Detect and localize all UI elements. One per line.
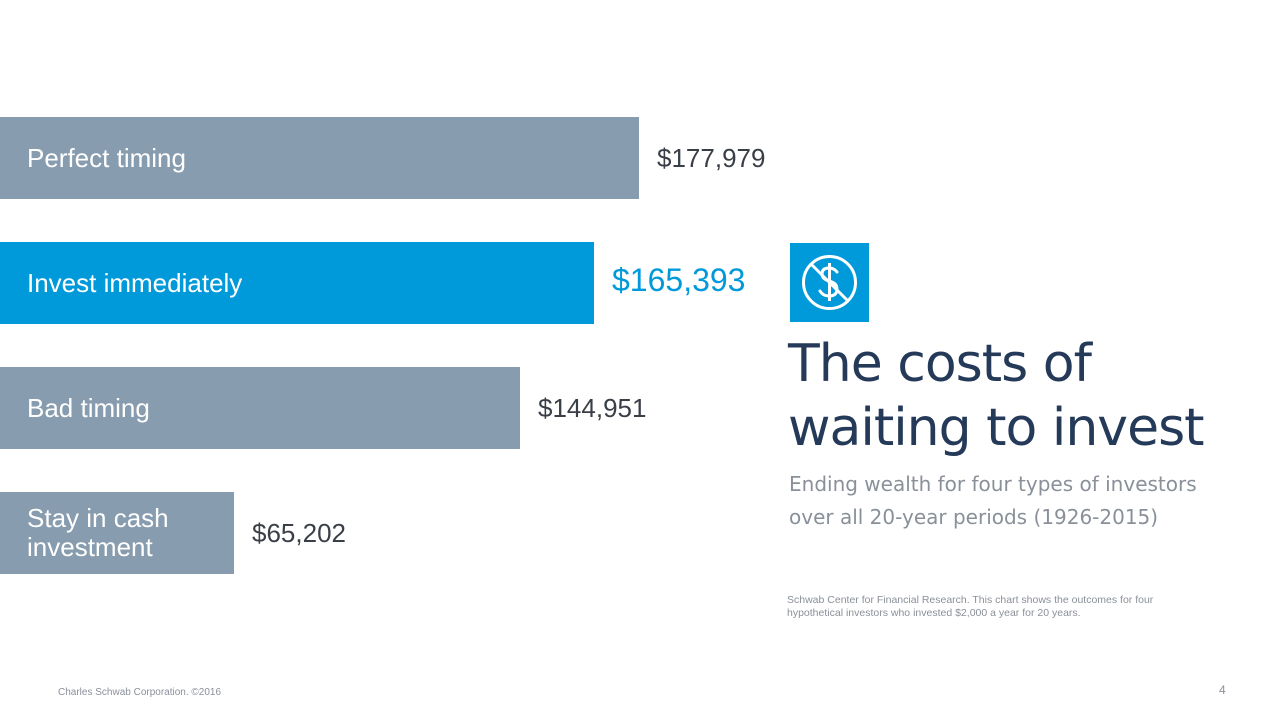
bar-value-label: $65,202 — [252, 518, 346, 548]
bar-value-label: $165,393 — [612, 262, 746, 298]
slide-title: The costs of waiting to invest — [788, 334, 1205, 458]
bar-label: Invest immediately — [27, 267, 243, 298]
bar-value-label: $144,951 — [538, 393, 647, 423]
source-note: Schwab Center for Financial Research. Th… — [787, 594, 1154, 619]
page-number: 4 — [1219, 683, 1226, 697]
slide-subtitle: Ending wealth for four types of investor… — [789, 472, 1197, 529]
bar-label: Bad timing — [27, 392, 150, 423]
bar-value-label: $177,979 — [657, 143, 766, 173]
footer-copyright: Charles Schwab Corporation. ©2016 — [58, 687, 222, 698]
bar-label: Stay in cash investment — [27, 503, 169, 562]
bar-3: Bad timing — [0, 367, 520, 449]
dollar-icon-graphic — [802, 255, 857, 310]
bar-label: Perfect timing — [27, 142, 186, 173]
dollar-sign-no-icon — [790, 243, 869, 322]
bar-4: Stay in cash investment — [0, 492, 234, 574]
bar-2: Invest immediately — [0, 242, 594, 324]
bar-1: Perfect timing — [0, 117, 639, 199]
